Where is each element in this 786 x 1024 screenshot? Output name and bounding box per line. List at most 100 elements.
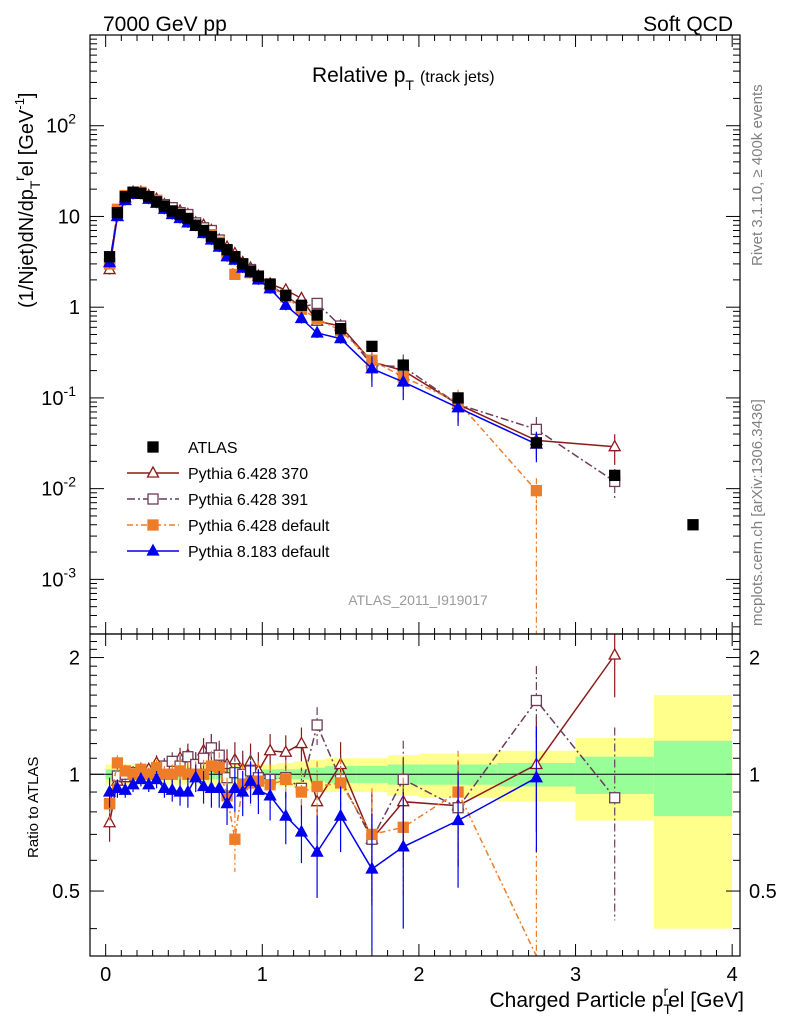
- mcplots-reference-label: mcplots.cern.ch [arXiv:1306.3436]: [749, 399, 766, 626]
- header-category: Soft QCD: [643, 13, 733, 36]
- data-point: [396, 374, 410, 387]
- legend-label: Pythia 6.428 391: [188, 492, 308, 509]
- legend-label: Pythia 8.183 default: [188, 544, 330, 561]
- data-point: [334, 323, 347, 335]
- data-point: [451, 400, 465, 413]
- x-label-sub: T: [663, 1001, 672, 1017]
- ratio-point: [181, 784, 195, 797]
- ratio-point: [165, 782, 179, 795]
- legend-entry: Pythia 8.183 default: [127, 543, 330, 561]
- plot-title: Relative pT (track jets): [312, 64, 495, 93]
- ratio-point: [149, 772, 164, 785]
- ratio-point: [157, 780, 171, 793]
- ratio-point: [236, 784, 250, 797]
- ratio-point: [294, 824, 309, 837]
- legend-marker: [146, 465, 160, 478]
- y-tick-base: 10: [41, 569, 63, 591]
- ratio-line: [108, 761, 538, 957]
- data-point: [279, 297, 293, 310]
- y-tick-label: 1: [69, 297, 80, 319]
- x-tick-label: 0: [100, 964, 111, 986]
- y-label-rest: el [GeV: [16, 109, 38, 176]
- data-point: [213, 238, 225, 250]
- ratio-point: [204, 780, 218, 793]
- legend-marker: [146, 543, 160, 556]
- legend-label: Pythia 6.428 default: [188, 518, 330, 535]
- ratio-point: [220, 796, 234, 809]
- ratio-point: [189, 770, 203, 783]
- ratio-point: [263, 788, 277, 801]
- rivet-version-label: Rivet 3.1.10, ≥ 400k events: [749, 84, 766, 266]
- data-point: [310, 325, 324, 338]
- data-point: [229, 251, 241, 263]
- y-label-sub: T: [27, 180, 43, 189]
- y-tick-base: 10: [41, 479, 63, 501]
- y-tick-exponent: -1: [64, 383, 77, 399]
- ratio-tick-label-left: 2: [69, 648, 80, 670]
- data-point: [103, 251, 116, 263]
- x-axis-label: Charged Particle pTrel [GeV]: [489, 983, 744, 1017]
- series-line: [108, 191, 615, 448]
- data-point: [237, 258, 249, 270]
- y-label-close: ]: [16, 93, 38, 99]
- data-point: [111, 207, 124, 219]
- data-point: [229, 268, 241, 281]
- y-tick-label: 10-3: [41, 564, 76, 591]
- ratio-point: [295, 786, 308, 798]
- y-tick-base: 1: [69, 297, 80, 319]
- data-point: [687, 519, 699, 531]
- ratio-point: [279, 808, 293, 821]
- panel-frames: [89, 34, 741, 957]
- ratio-uncertainty-bands: [90, 695, 740, 929]
- data-point: [311, 297, 323, 310]
- ratio-point: [110, 780, 125, 793]
- y-tick-label: 102: [46, 111, 76, 138]
- y-tick-exponent: -3: [64, 564, 77, 580]
- ratio-band-inner: [653, 740, 733, 817]
- series-line: [108, 193, 537, 445]
- series-line: [108, 191, 537, 492]
- ratio-point: [243, 773, 258, 786]
- series-0-group: [103, 186, 699, 531]
- ratio-point: [228, 780, 242, 793]
- ratio-series-4-group: [102, 726, 543, 952]
- ratio-point: [279, 744, 293, 757]
- ratio-point: [334, 808, 348, 821]
- title-subscript: T: [405, 77, 414, 93]
- y-tick-base: 10: [58, 206, 80, 228]
- series-1-group: [102, 184, 622, 465]
- ratio-point: [263, 743, 277, 756]
- ratio-point: [134, 772, 148, 785]
- ratio-point: [608, 647, 622, 660]
- ratio-point: [229, 833, 241, 845]
- data-point: [264, 278, 276, 290]
- title-main: Relative p: [312, 64, 405, 87]
- y-tick-label: 10: [58, 206, 80, 228]
- y-tick-label: 10-2: [41, 474, 76, 501]
- x-label-sup: r: [663, 983, 668, 999]
- title-rest: (track jets): [420, 69, 495, 86]
- ratio-tick-label-left: 0.5: [52, 881, 80, 903]
- x-tick-label: 4: [727, 964, 738, 986]
- data-point: [397, 359, 409, 371]
- ratio-point: [311, 780, 323, 793]
- data-point: [197, 224, 210, 237]
- data-point: [205, 230, 218, 243]
- data-point: [530, 437, 543, 449]
- ratio-point: [212, 780, 226, 793]
- ratio-point: [334, 777, 347, 789]
- y-tick-base: 10: [41, 388, 63, 410]
- data-point: [182, 212, 194, 225]
- ratio-panel-frame: [89, 633, 741, 957]
- y-tick-base: 10: [46, 116, 68, 138]
- data-point: [221, 244, 233, 256]
- legend-entry: Pythia 6.428 370: [127, 465, 308, 483]
- ratio-y-label: Ratio to ATLAS: [25, 757, 42, 858]
- data-point: [294, 311, 309, 324]
- data-point: [311, 309, 323, 321]
- ratio-tick-label-right: 2: [749, 648, 760, 670]
- y-label-main: (1/Njet)dN/dp: [16, 189, 38, 308]
